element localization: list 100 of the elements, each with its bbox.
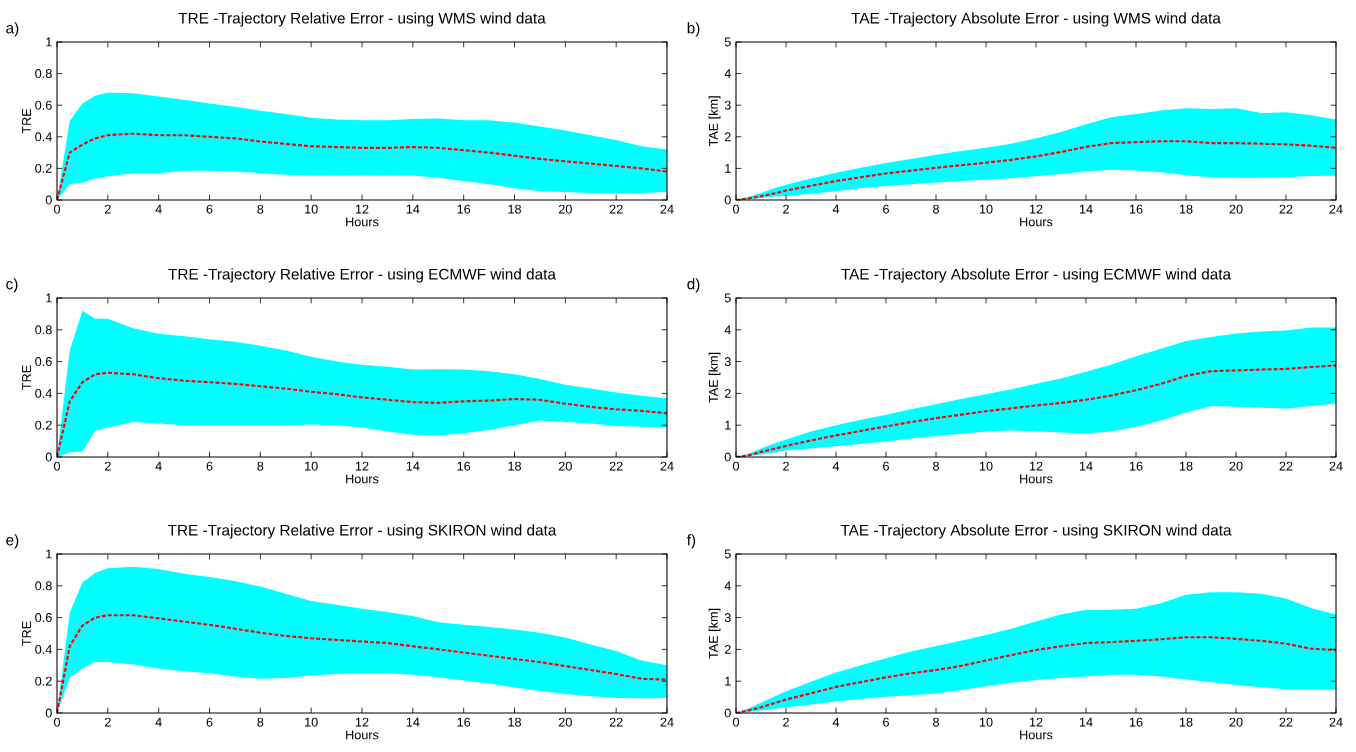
y-tick-label: 0.4 [35,388,52,398]
x-tick-label: 14 [406,461,420,471]
x-tick-label: 18 [1179,461,1193,471]
x-tick-label: 22 [1279,204,1293,214]
x-tick-label: 16 [1129,204,1143,214]
x-tick-label: 16 [1129,461,1143,471]
y-axis-title: TAE [km] [708,608,721,659]
x-tick-label: 2 [783,204,789,214]
x-tick-label: 12 [1029,717,1043,727]
y-tick-label: 5 [724,293,731,303]
y-tick-label: 0 [45,452,52,462]
x-tick-label: 14 [406,204,420,214]
y-tick-label: 1 [46,549,52,559]
chart-title: TAE -Trajectory Absolute Error - using SKIRON wind data [840,524,1232,539]
y-tick-label: 3 [724,357,731,367]
text: f) [686,534,696,549]
x-tick-label: 20 [558,461,572,471]
x-tick-label: 2 [783,461,789,471]
x-tick-label: 10 [305,717,318,727]
y-axis-title: TAE [km] [708,96,721,147]
y-tick-label: 0.2 [35,676,52,686]
x-tick-label: 2 [104,717,111,727]
y-tick-label: 2 [724,388,731,398]
y-axis-title: TAE [km] [708,352,721,403]
y-tick-label: 0.8 [35,581,52,591]
x-tick-label: 2 [104,204,111,214]
x-tick-label: 12 [355,204,369,214]
x-axis-title: Hours [346,217,379,227]
x-axis-title: Hours [346,474,379,484]
text: d) [687,278,700,293]
x-tick-label: 0 [53,204,61,214]
y-tick-label: 3 [724,100,731,110]
x-tick-label: 16 [1129,717,1143,727]
x-tick-label: 4 [832,717,840,727]
x-tick-label: 12 [1029,204,1043,214]
x-tick-label: 10 [979,204,993,214]
x-tick-label: 22 [609,717,623,727]
x-tick-label: 18 [1179,717,1193,727]
x-tick-label: 10 [979,717,993,727]
x-tick-label: 4 [832,204,840,214]
x-tick-label: 22 [1279,717,1293,727]
x-tick-label: 24 [660,204,674,214]
y-tick-label: 5 [724,37,731,47]
y-tick-label: 1 [725,164,731,173]
x-axis-title: Hours [346,730,379,740]
x-tick-label: 0 [53,461,61,471]
text: a) [6,22,19,37]
y-tick-label: 0 [724,708,731,718]
x-tick-label: 4 [832,461,840,471]
x-tick-label: 2 [104,461,111,471]
text: e) [6,534,19,549]
chart-title: TRE -Trajectory Relative Error - using ECMWF wind data [168,268,556,283]
text: b) [687,22,700,37]
x-tick-label: 14 [1079,461,1093,471]
x-tick-label: 12 [355,717,369,727]
y-tick-label: 0.6 [35,613,52,623]
x-tick-label: 22 [609,461,623,471]
chart-title: TRE -Trajectory Relative Error - using WMS wind data [178,12,546,27]
y-tick-label: 4 [724,69,731,78]
y-tick-label: 1 [46,37,52,47]
x-axis-title: Hours [1020,217,1053,227]
y-tick-label: 0 [724,452,731,462]
x-tick-label: 6 [883,461,889,471]
x-tick-label: 4 [155,717,162,727]
x-tick-label: 22 [1279,461,1293,471]
y-tick-label: 0 [724,195,731,205]
chart-title: TRE -Trajectory Relative Error - using SKIRON wind data [167,524,557,539]
y-tick-label: 1 [46,293,52,303]
y-tick-label: 0.6 [35,357,52,367]
y-tick-label: 0 [45,708,52,718]
x-tick-label: 16 [457,461,471,471]
x-tick-label: 10 [979,461,993,471]
x-tick-label: 8 [933,461,939,471]
x-tick-label: 18 [508,461,522,471]
y-tick-label: 2 [724,132,731,142]
x-tick-label: 18 [508,204,522,214]
y-tick-label: 0.6 [35,100,52,110]
x-tick-label: 14 [1079,204,1093,214]
chart-title: TAE -Trajectory Absolute Error - using WMS wind data [851,12,1221,27]
x-tick-label: 6 [206,461,213,471]
x-tick-label: 14 [406,717,420,727]
y-tick-label: 4 [724,581,731,591]
x-tick-label: 14 [1079,717,1093,727]
x-tick-label: 8 [933,204,939,214]
y-tick-label: 0.2 [35,163,52,173]
x-tick-label: 18 [508,717,522,727]
y-tick-label: 0.4 [35,132,52,142]
x-tick-label: 8 [257,461,264,471]
x-tick-label: 2 [783,717,789,727]
chart-title: TAE -Trajectory Absolute Error - using ECMWF wind data [841,268,1232,283]
x-tick-label: 4 [155,461,162,471]
x-tick-label: 10 [305,204,318,214]
x-tick-label: 24 [1329,461,1343,471]
x-tick-label: 0 [732,717,740,727]
x-tick-label: 6 [206,204,213,214]
y-tick-label: 0 [45,195,52,205]
y-tick-label: 0.8 [35,325,52,335]
y-axis-title: TRE [22,365,31,390]
x-tick-label: 6 [206,717,213,727]
y-tick-label: 1 [725,420,731,430]
